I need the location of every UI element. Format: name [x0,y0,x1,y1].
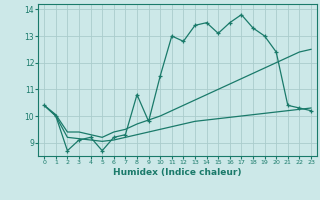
X-axis label: Humidex (Indice chaleur): Humidex (Indice chaleur) [113,168,242,177]
